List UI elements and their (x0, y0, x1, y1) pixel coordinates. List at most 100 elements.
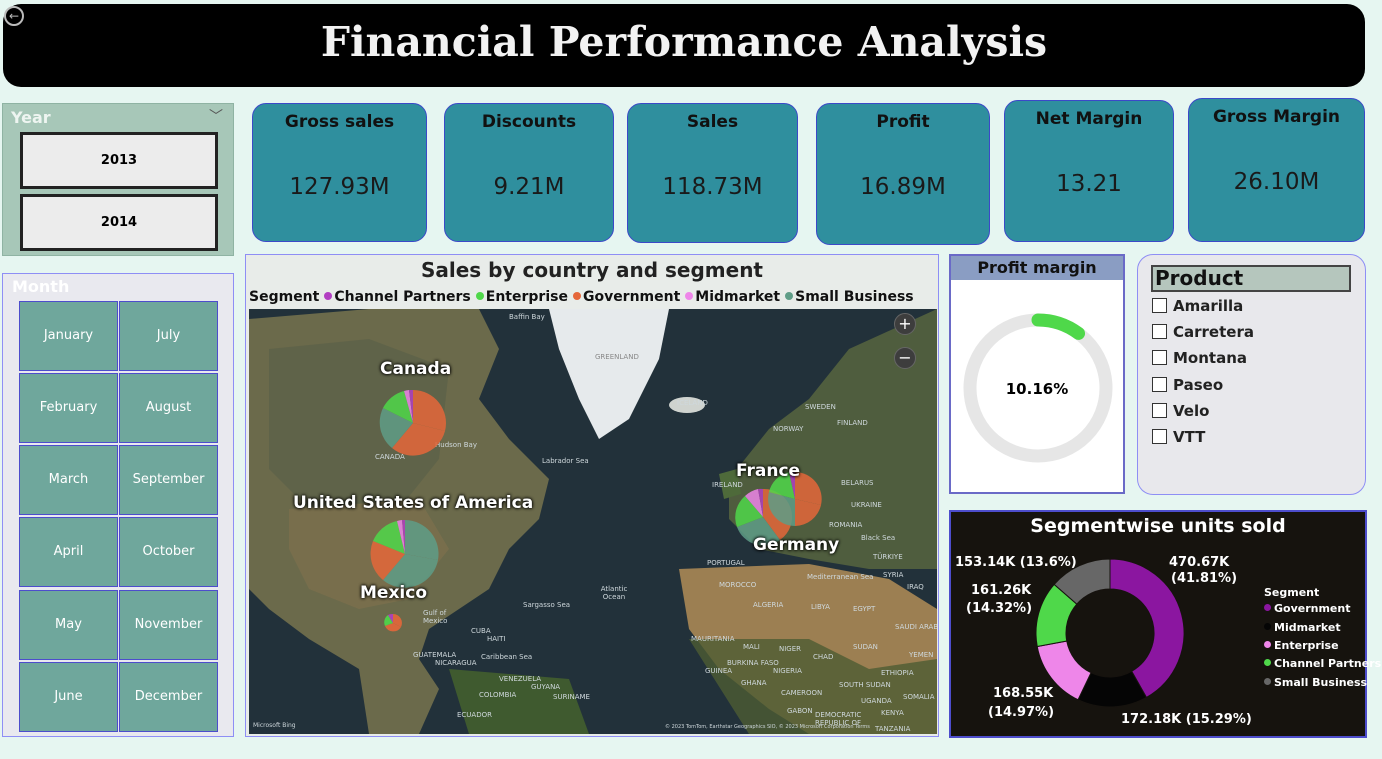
product-option-carretera[interactable]: Carretera (1152, 323, 1254, 341)
back-arrow-icon[interactable]: ← (4, 6, 24, 26)
pie-germany[interactable] (768, 471, 822, 526)
month-option-june[interactable]: June (19, 662, 118, 732)
zoom-in-button[interactable]: + (894, 313, 916, 335)
month-option-august[interactable]: August (119, 373, 218, 443)
month-option-january[interactable]: January (19, 301, 118, 371)
map-label: Black Sea (861, 534, 896, 542)
zoom-out-button[interactable]: − (894, 347, 916, 369)
checkbox[interactable] (1152, 429, 1167, 444)
map-label: MALI (743, 643, 760, 651)
map-label: TANZANIA (875, 725, 911, 733)
segment-donut-chart (1035, 558, 1185, 708)
month-option-march[interactable]: March (19, 445, 118, 515)
map-canvas[interactable]: Baffin Bay GREENLAND ICELAND SWEDEN FINL… (249, 309, 937, 734)
segment-chart-title: Segmentwise units sold (1030, 515, 1286, 537)
year-option-2013[interactable]: 2013 (20, 132, 218, 189)
checkbox[interactable] (1152, 324, 1167, 339)
map-label: EGYPT (853, 605, 876, 613)
map-label: GABON (787, 707, 813, 715)
product-option-amarilla[interactable]: Amarilla (1152, 297, 1243, 315)
kpi-card-profit: Profit 16.89M (816, 103, 990, 245)
segment-legend-enterprise[interactable]: Enterprise (1264, 639, 1339, 652)
checkbox[interactable] (1152, 377, 1167, 392)
segment-legend-small-business[interactable]: Small Business (1264, 676, 1367, 689)
country-label-usa[interactable]: United States of America (293, 493, 534, 513)
profit-margin-panel: Profit margin 10.16% (949, 254, 1125, 494)
segment-data-label: 153.14K (13.6%) (955, 555, 1077, 570)
product-option-vtt[interactable]: VTT (1152, 428, 1205, 446)
map-title: Sales by country and segment (420, 258, 763, 282)
pie-canada[interactable] (379, 389, 446, 456)
kpi-card-gross-sales: Gross sales 127.93M (252, 103, 427, 242)
legend-item-small-business[interactable]: Small Business (795, 289, 914, 305)
kpi-card-net-margin: Net Margin 13.21 (1004, 100, 1174, 242)
product-option-label: VTT (1173, 428, 1206, 446)
month-option-april[interactable]: April (19, 517, 118, 587)
map-label: ECUADOR (457, 711, 492, 719)
product-option-montana[interactable]: Montana (1152, 349, 1247, 367)
pie-usa[interactable] (370, 519, 439, 588)
country-label-france[interactable]: France (736, 461, 801, 481)
map-label: MOROCCO (719, 581, 757, 589)
legend-dot-small-business (785, 292, 794, 300)
map-label: Labrador Sea (542, 457, 589, 465)
country-label-germany[interactable]: Germany (753, 535, 840, 555)
kpi-card-sales: Sales 118.73M (627, 103, 798, 243)
month-option-may[interactable]: May (19, 590, 118, 660)
chevron-down-icon[interactable]: ﹀ (209, 109, 223, 125)
map-label: SWEDEN (805, 403, 836, 411)
map-label: Atlantic Ocean (600, 585, 628, 601)
donut-slice-government[interactable] (1109, 558, 1185, 699)
map-label: NIGERIA (773, 667, 802, 675)
map-label: UKRAINE (851, 501, 882, 509)
donut-slice-small-business[interactable] (1053, 558, 1111, 605)
map-label: IRAQ (907, 583, 924, 591)
legend-item-enterprise[interactable]: Enterprise (485, 289, 568, 305)
map-pie-layer (370, 389, 822, 632)
map-label: UGANDA (861, 697, 892, 705)
segment-legend-midmarket[interactable]: Midmarket (1264, 621, 1341, 634)
month-option-february[interactable]: February (19, 373, 118, 443)
month-option-september[interactable]: September (119, 445, 218, 515)
map-label: ETHIOPIA (881, 669, 914, 677)
legend-item-channel-partners[interactable]: Channel Partners (334, 289, 471, 305)
map-attribution[interactable]: © 2023 TomTom, Earthstar Geographics SIO… (665, 724, 870, 730)
country-label-mexico[interactable]: Mexico (360, 583, 427, 603)
map-label: SAUDI ARAB (895, 623, 937, 631)
map-label: ROMANIA (829, 521, 863, 529)
segment-legend-government[interactable]: Government (1264, 602, 1350, 615)
kpi-card-discounts: Discounts 9.21M (444, 103, 614, 242)
kpi-label: Profit (876, 112, 930, 132)
month-option-december[interactable]: December (119, 662, 218, 732)
legend-item-government[interactable]: Government (582, 289, 681, 305)
product-option-velo[interactable]: Velo (1152, 402, 1209, 420)
year-option-2014[interactable]: 2014 (20, 194, 218, 251)
segment-data-label: 168.55K (993, 686, 1054, 701)
map-label: GUYANA (531, 683, 561, 691)
map-label: IRELAND (712, 481, 743, 489)
month-option-july[interactable]: July (119, 301, 218, 371)
product-option-label: Montana (1173, 349, 1248, 367)
map-label: SURINAME (553, 693, 590, 701)
country-label-canada[interactable]: Canada (380, 359, 452, 379)
map-legend: Segment Channel Partners Enterprise Governm… (249, 289, 914, 305)
segment-legend-channel-partners[interactable]: Channel Partners (1264, 657, 1381, 670)
product-option-paseo[interactable]: Paseo (1152, 376, 1223, 394)
checkbox[interactable] (1152, 350, 1167, 365)
legend-dot-enterprise (475, 292, 484, 300)
year-slicer: Year ﹀ 2013 2014 (2, 103, 234, 256)
product-option-label: Amarilla (1173, 297, 1244, 315)
map-label: TÜRKIYE (873, 553, 903, 561)
checkbox[interactable] (1152, 403, 1167, 418)
legend-item-midmarket[interactable]: Midmarket (695, 289, 781, 305)
month-option-november[interactable]: November (119, 590, 218, 660)
kpi-label: Discounts (481, 112, 577, 132)
map-label: GUINEA (705, 667, 733, 675)
kpi-value: 127.93M (289, 174, 390, 200)
map-label: SOUTH SUDAN (839, 681, 891, 689)
month-option-october[interactable]: October (119, 517, 218, 587)
pie-mexico[interactable] (384, 613, 402, 632)
map-label: Gulf of Mexico (423, 609, 448, 625)
map-label: CHAD (813, 653, 834, 661)
checkbox[interactable] (1152, 298, 1167, 313)
